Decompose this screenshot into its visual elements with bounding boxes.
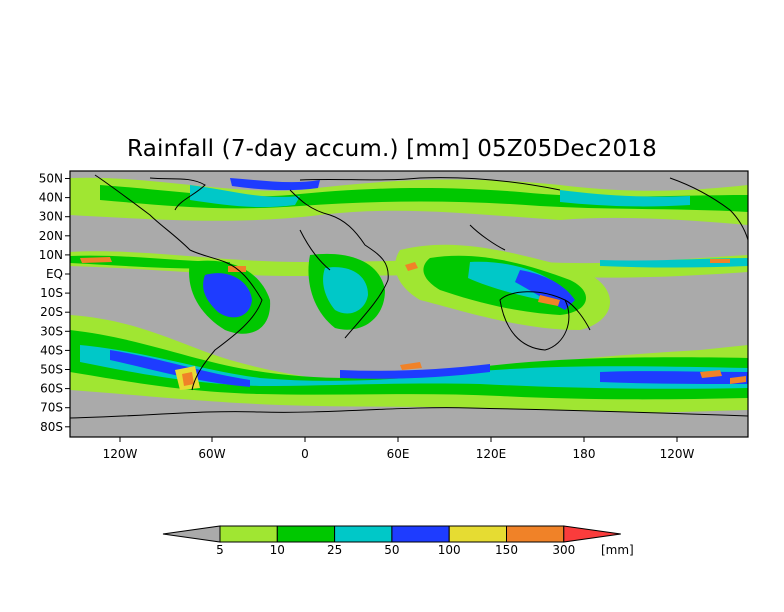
- lat-tick-label: 40N: [39, 191, 63, 205]
- rainfall-field: [70, 174, 748, 437]
- lat-tick-label: 10S: [40, 286, 63, 300]
- colorbar-tick-label: 25: [327, 543, 342, 557]
- coastlines: [70, 174, 748, 419]
- antarctica: [70, 407, 748, 437]
- colorbar-tick-label: 300: [552, 543, 575, 557]
- rain-band-south: [70, 315, 748, 413]
- lat-tick-label: 40S: [40, 343, 63, 357]
- lon-tick-label: 180: [573, 447, 596, 461]
- colorbar: 5 10 25 50 100 150 300: [162, 525, 621, 557]
- lat-tick-label: 20N: [39, 229, 63, 243]
- map-title: Rainfall (7-day accum.) [mm] 05Z05Dec201…: [127, 136, 657, 162]
- colorbar-high-arrow: [563, 525, 621, 543]
- colorbar-swatch: [448, 525, 508, 543]
- colorbar-tick-label: 5: [216, 543, 224, 557]
- lon-tick-label: 60W: [198, 447, 225, 461]
- lon-tick-label: 120W: [660, 447, 695, 461]
- lat-tick-label: 80S: [40, 420, 63, 434]
- lon-tick-label: 120E: [476, 447, 507, 461]
- lat-tick-label: 60S: [40, 382, 63, 396]
- lat-tick-label: 30S: [40, 324, 63, 338]
- colorbar-tick-label: 150: [495, 543, 518, 557]
- colorbar-tick-label: 100: [438, 543, 461, 557]
- colorbar-tick-label: 50: [384, 543, 399, 557]
- lat-tick-label: 50S: [40, 363, 63, 377]
- map-area: [69, 170, 749, 438]
- lon-tick-label: 120W: [103, 447, 138, 461]
- lat-tick-label: EQ: [46, 267, 63, 281]
- colorbar-swatch: [276, 525, 336, 543]
- rain-band-north: [70, 177, 748, 225]
- colorbar-swatch: [391, 525, 450, 543]
- colorbar-unit-label: [mm]: [601, 543, 634, 557]
- lon-tick-label: 0: [301, 447, 309, 461]
- colorbar-swatch: [506, 525, 565, 543]
- map-frame: [69, 170, 749, 438]
- lat-tick-label: 10N: [39, 248, 63, 262]
- lon-tick-label: 60E: [387, 447, 410, 461]
- colorbar-low-arrow: [162, 525, 221, 543]
- latitude-axis: 50N 40N 30N 20N 10N EQ 10S 20S 30S 40S 50S 60S 70S 80…: [39, 172, 70, 434]
- colorbar-swatch: [334, 525, 393, 543]
- lat-tick-label: 30N: [39, 210, 63, 224]
- lat-tick-label: 70S: [40, 401, 63, 415]
- colorbar-tick-label: 10: [270, 543, 285, 557]
- longitude-axis: 120W 60W 0 60E 120E 180 120W: [103, 437, 695, 461]
- colorbar-swatch: [219, 525, 278, 543]
- lat-tick-label: 50N: [39, 172, 63, 186]
- lat-tick-label: 20S: [40, 305, 63, 319]
